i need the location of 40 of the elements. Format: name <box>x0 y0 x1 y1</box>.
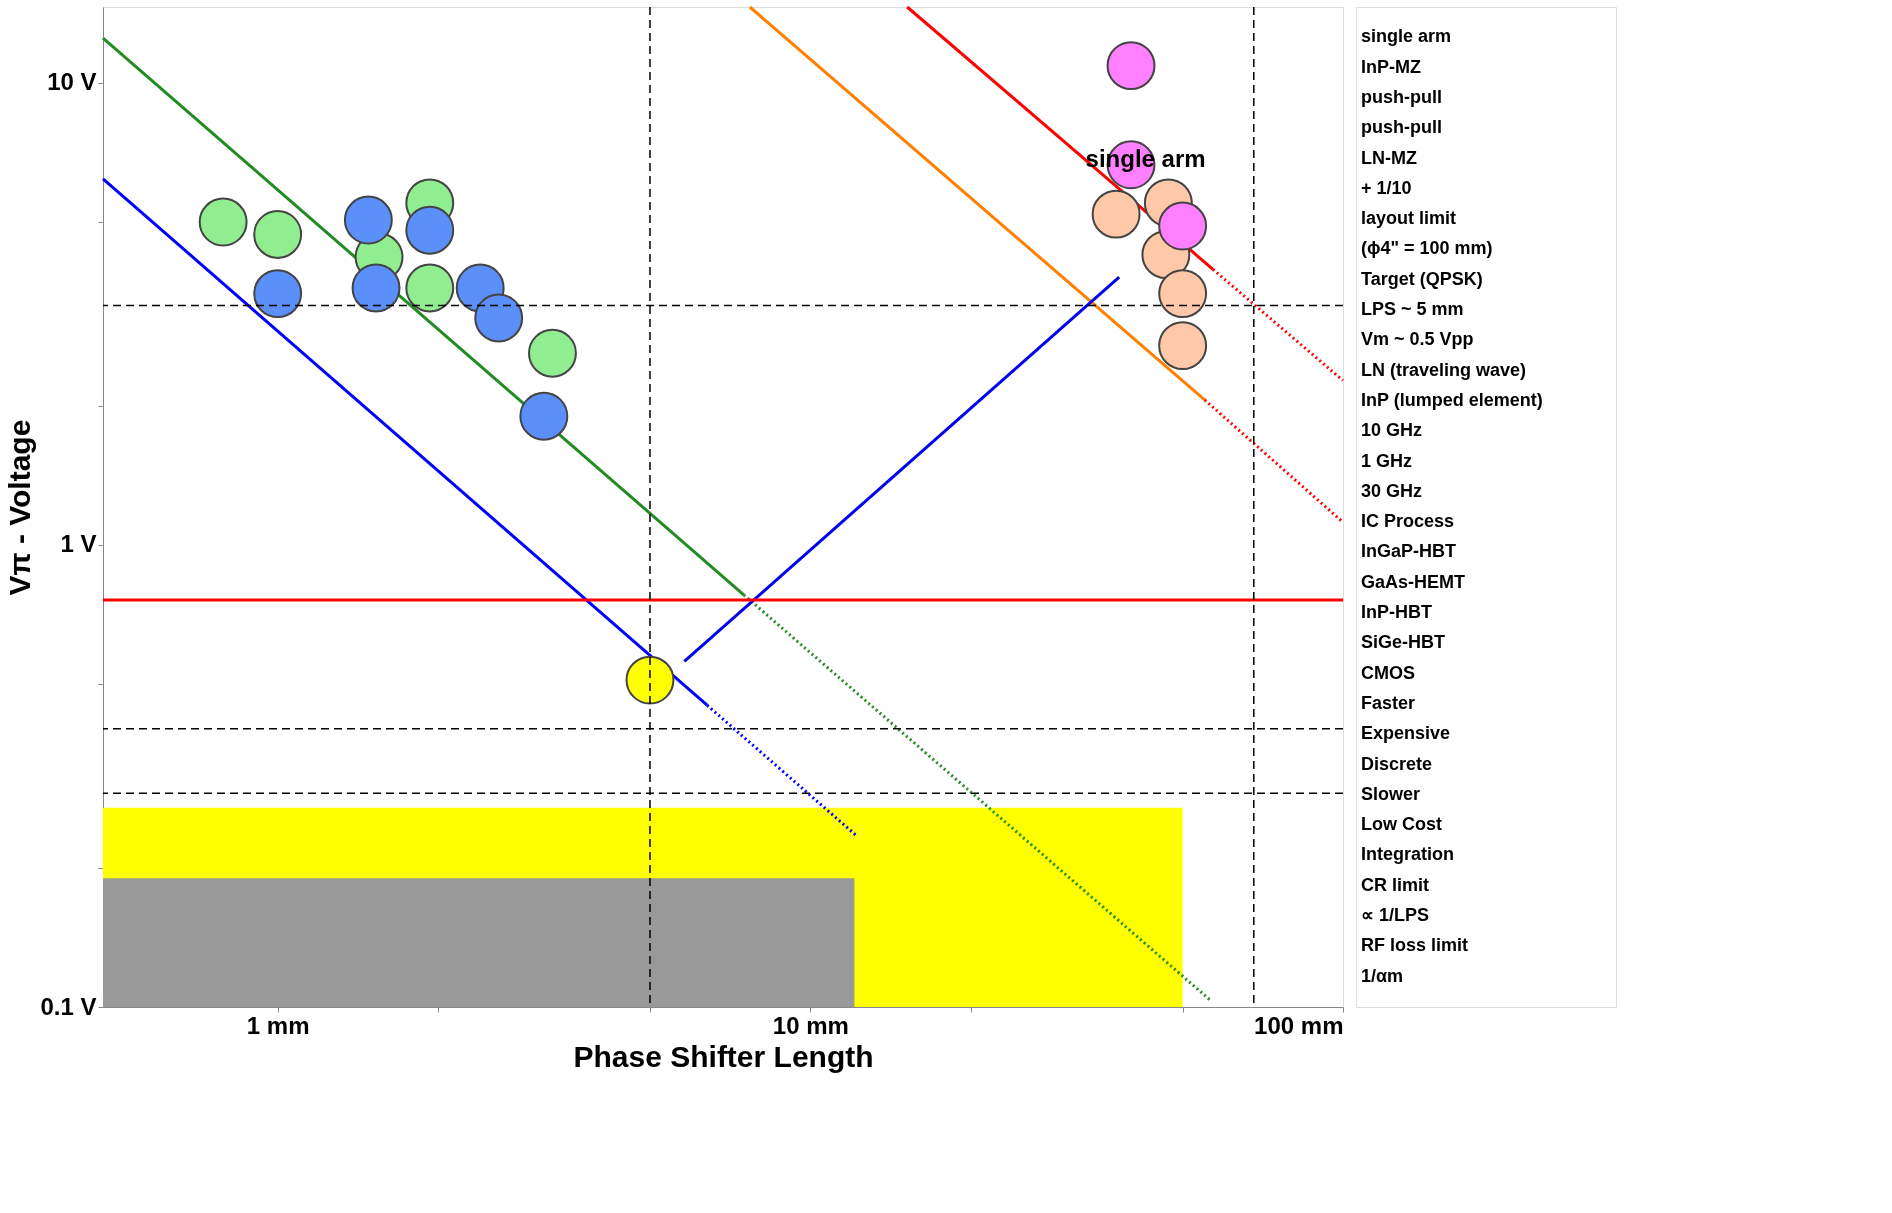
text: GaAs-HEMT <box>1361 571 1466 592</box>
text: layout limit <box>1361 208 1457 229</box>
y-axis-title: Vπ - Voltage <box>3 419 37 596</box>
text: 1/αm <box>1361 965 1404 986</box>
text: InP (lumped element) <box>1361 389 1543 410</box>
text: ∝ 1/LPS <box>1361 905 1430 926</box>
text: (ϕ4" = 100 mm) <box>1361 238 1493 259</box>
text: Integration <box>1361 844 1454 865</box>
text: + 1/10 <box>1361 177 1412 198</box>
text: Target (QPSK) <box>1361 268 1483 289</box>
x-tick-label: 1 mm <box>246 1011 310 1039</box>
text: LN (traveling wave) <box>1361 359 1527 380</box>
text: 10 GHz <box>1361 420 1423 441</box>
text: LN-MZ <box>1361 147 1417 168</box>
x-tick-label: 100 mm <box>1254 1011 1344 1039</box>
text: Vm ~ 0.5 Vpp <box>1361 329 1474 350</box>
text: InP-HBT <box>1361 602 1432 623</box>
text: Slower <box>1361 783 1421 804</box>
text: Low Cost <box>1361 814 1442 835</box>
text: InP-MZ <box>1361 56 1421 77</box>
y-tick-label: 10 V <box>47 68 97 96</box>
y-tick-label: 0.1 V <box>40 992 97 1020</box>
text: Discrete <box>1361 753 1433 774</box>
text: 1 GHz <box>1361 450 1413 471</box>
text: push-pull <box>1361 86 1442 107</box>
text: push-pull <box>1361 117 1442 138</box>
text: SiGe-HBT <box>1361 632 1446 653</box>
text: CR limit <box>1361 874 1430 895</box>
text: IC Process <box>1361 511 1455 532</box>
text: RF loss limit <box>1361 935 1469 956</box>
text: Faster <box>1361 692 1416 713</box>
text: LPS ~ 5 mm <box>1361 299 1464 320</box>
x-axis-title: Phase Shifter Length <box>573 1039 874 1073</box>
text: 30 GHz <box>1361 480 1423 501</box>
text: Expensive <box>1361 723 1451 744</box>
text: single arm <box>1361 26 1452 47</box>
x-tick-label: 10 mm <box>772 1011 849 1039</box>
y-tick-label: 1 V <box>60 530 97 558</box>
text: InGaP-HBT <box>1361 541 1457 562</box>
text: CMOS <box>1361 662 1415 683</box>
